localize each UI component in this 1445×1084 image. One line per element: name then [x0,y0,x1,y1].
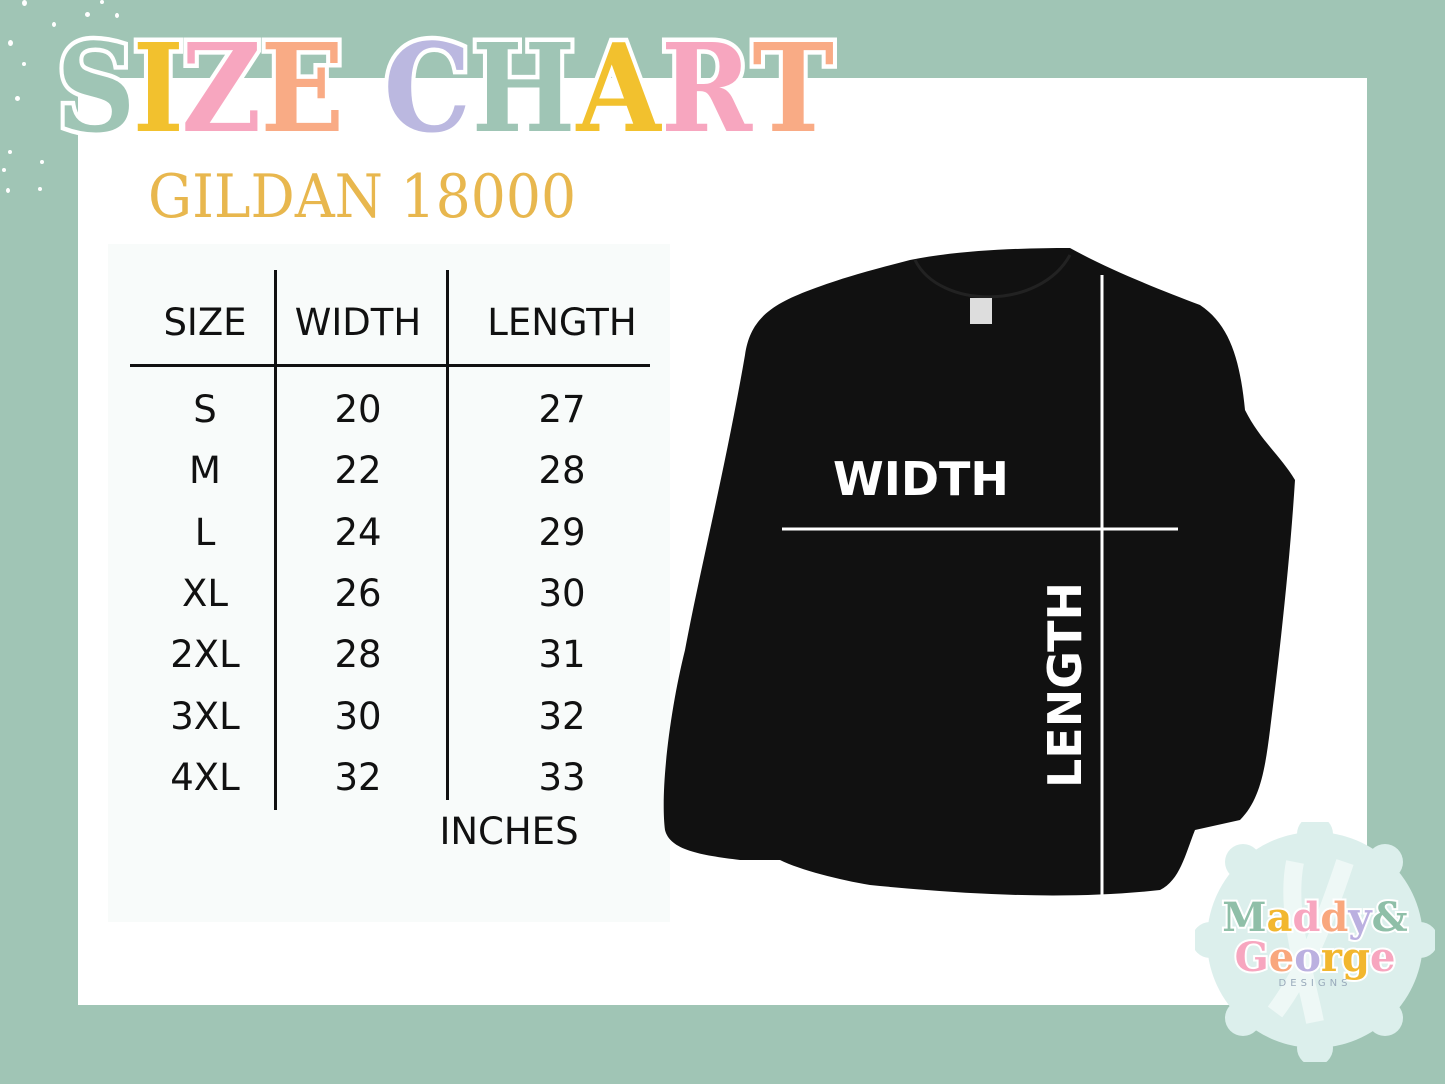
logo-letter: e [1267,934,1297,981]
garment-tag [970,298,992,324]
sweatshirt-body [663,248,1295,896]
table-cell: 26 [334,571,382,615]
table-cell: 4XL [170,755,240,799]
product-subtitle: GILDAN 18000 [148,162,577,232]
table-cell: 33 [538,755,586,799]
logo-letter: G [1233,934,1271,981]
sweatshirt-collar [913,254,1072,299]
column-header: WIDTH [294,301,422,344]
table-cell: 32 [538,694,586,738]
logo-letter: r [1319,934,1344,981]
width-label: WIDTH [833,452,1009,506]
table-cell: 28 [334,633,382,677]
table-cell: 2XL [170,633,240,677]
header-divider [130,364,650,367]
title-letter: C [380,16,476,160]
title-letter: T [748,16,838,160]
column-divider [446,270,449,800]
title-letter: H [468,16,580,160]
column-header: LENGTH [487,301,637,344]
logo-letter: y [1346,894,1373,941]
table-cell: XL [182,571,228,615]
table-cell: 29 [538,510,586,554]
title-letter: Z [177,16,265,160]
column-header: SIZE [163,301,247,344]
table-cell: 27 [538,388,586,431]
table-cell: M [189,449,221,493]
unit-label: INCHES [439,810,579,853]
brand-logo: Maddy& George DESIGNS [1195,822,1435,1062]
logo-letter: d [1318,894,1350,941]
title-letter [342,28,383,148]
title-letter: E [257,16,349,160]
title-letter: A [572,16,665,160]
table-cell: 30 [334,694,382,738]
column-divider [274,270,277,810]
table-cell: 3XL [170,694,240,738]
length-label: LENGTH [1038,581,1092,789]
sweatshirt-illustration [663,248,1295,905]
table-cell: 31 [538,633,586,677]
table-cell: L [194,510,216,554]
table-cell: 20 [334,388,382,431]
logo-letter: g [1340,934,1372,981]
logo-tagline: DESIGNS [1278,978,1352,989]
table-cell: 22 [334,449,382,493]
logo-letter: a [1265,894,1295,941]
title-letter: S [52,16,139,160]
logo-letter: o [1292,934,1323,981]
table-cell: 30 [538,571,586,615]
logo-letter: & [1370,894,1410,941]
logo-letter: M [1220,894,1268,941]
size-table: SIZE WIDTH LENGTH S 20 27 M 22 28 L 24 29 XL 26 30 2XL 2… [108,244,670,922]
logo-letter: e [1368,934,1398,981]
table-cell: 28 [538,449,586,493]
title-letter: R [657,16,756,160]
logo-letter: d [1290,894,1322,941]
table-cell: S [193,388,217,431]
table-cell: 24 [334,510,382,554]
title-letter: I [129,16,188,160]
table-cell: 32 [334,755,382,799]
